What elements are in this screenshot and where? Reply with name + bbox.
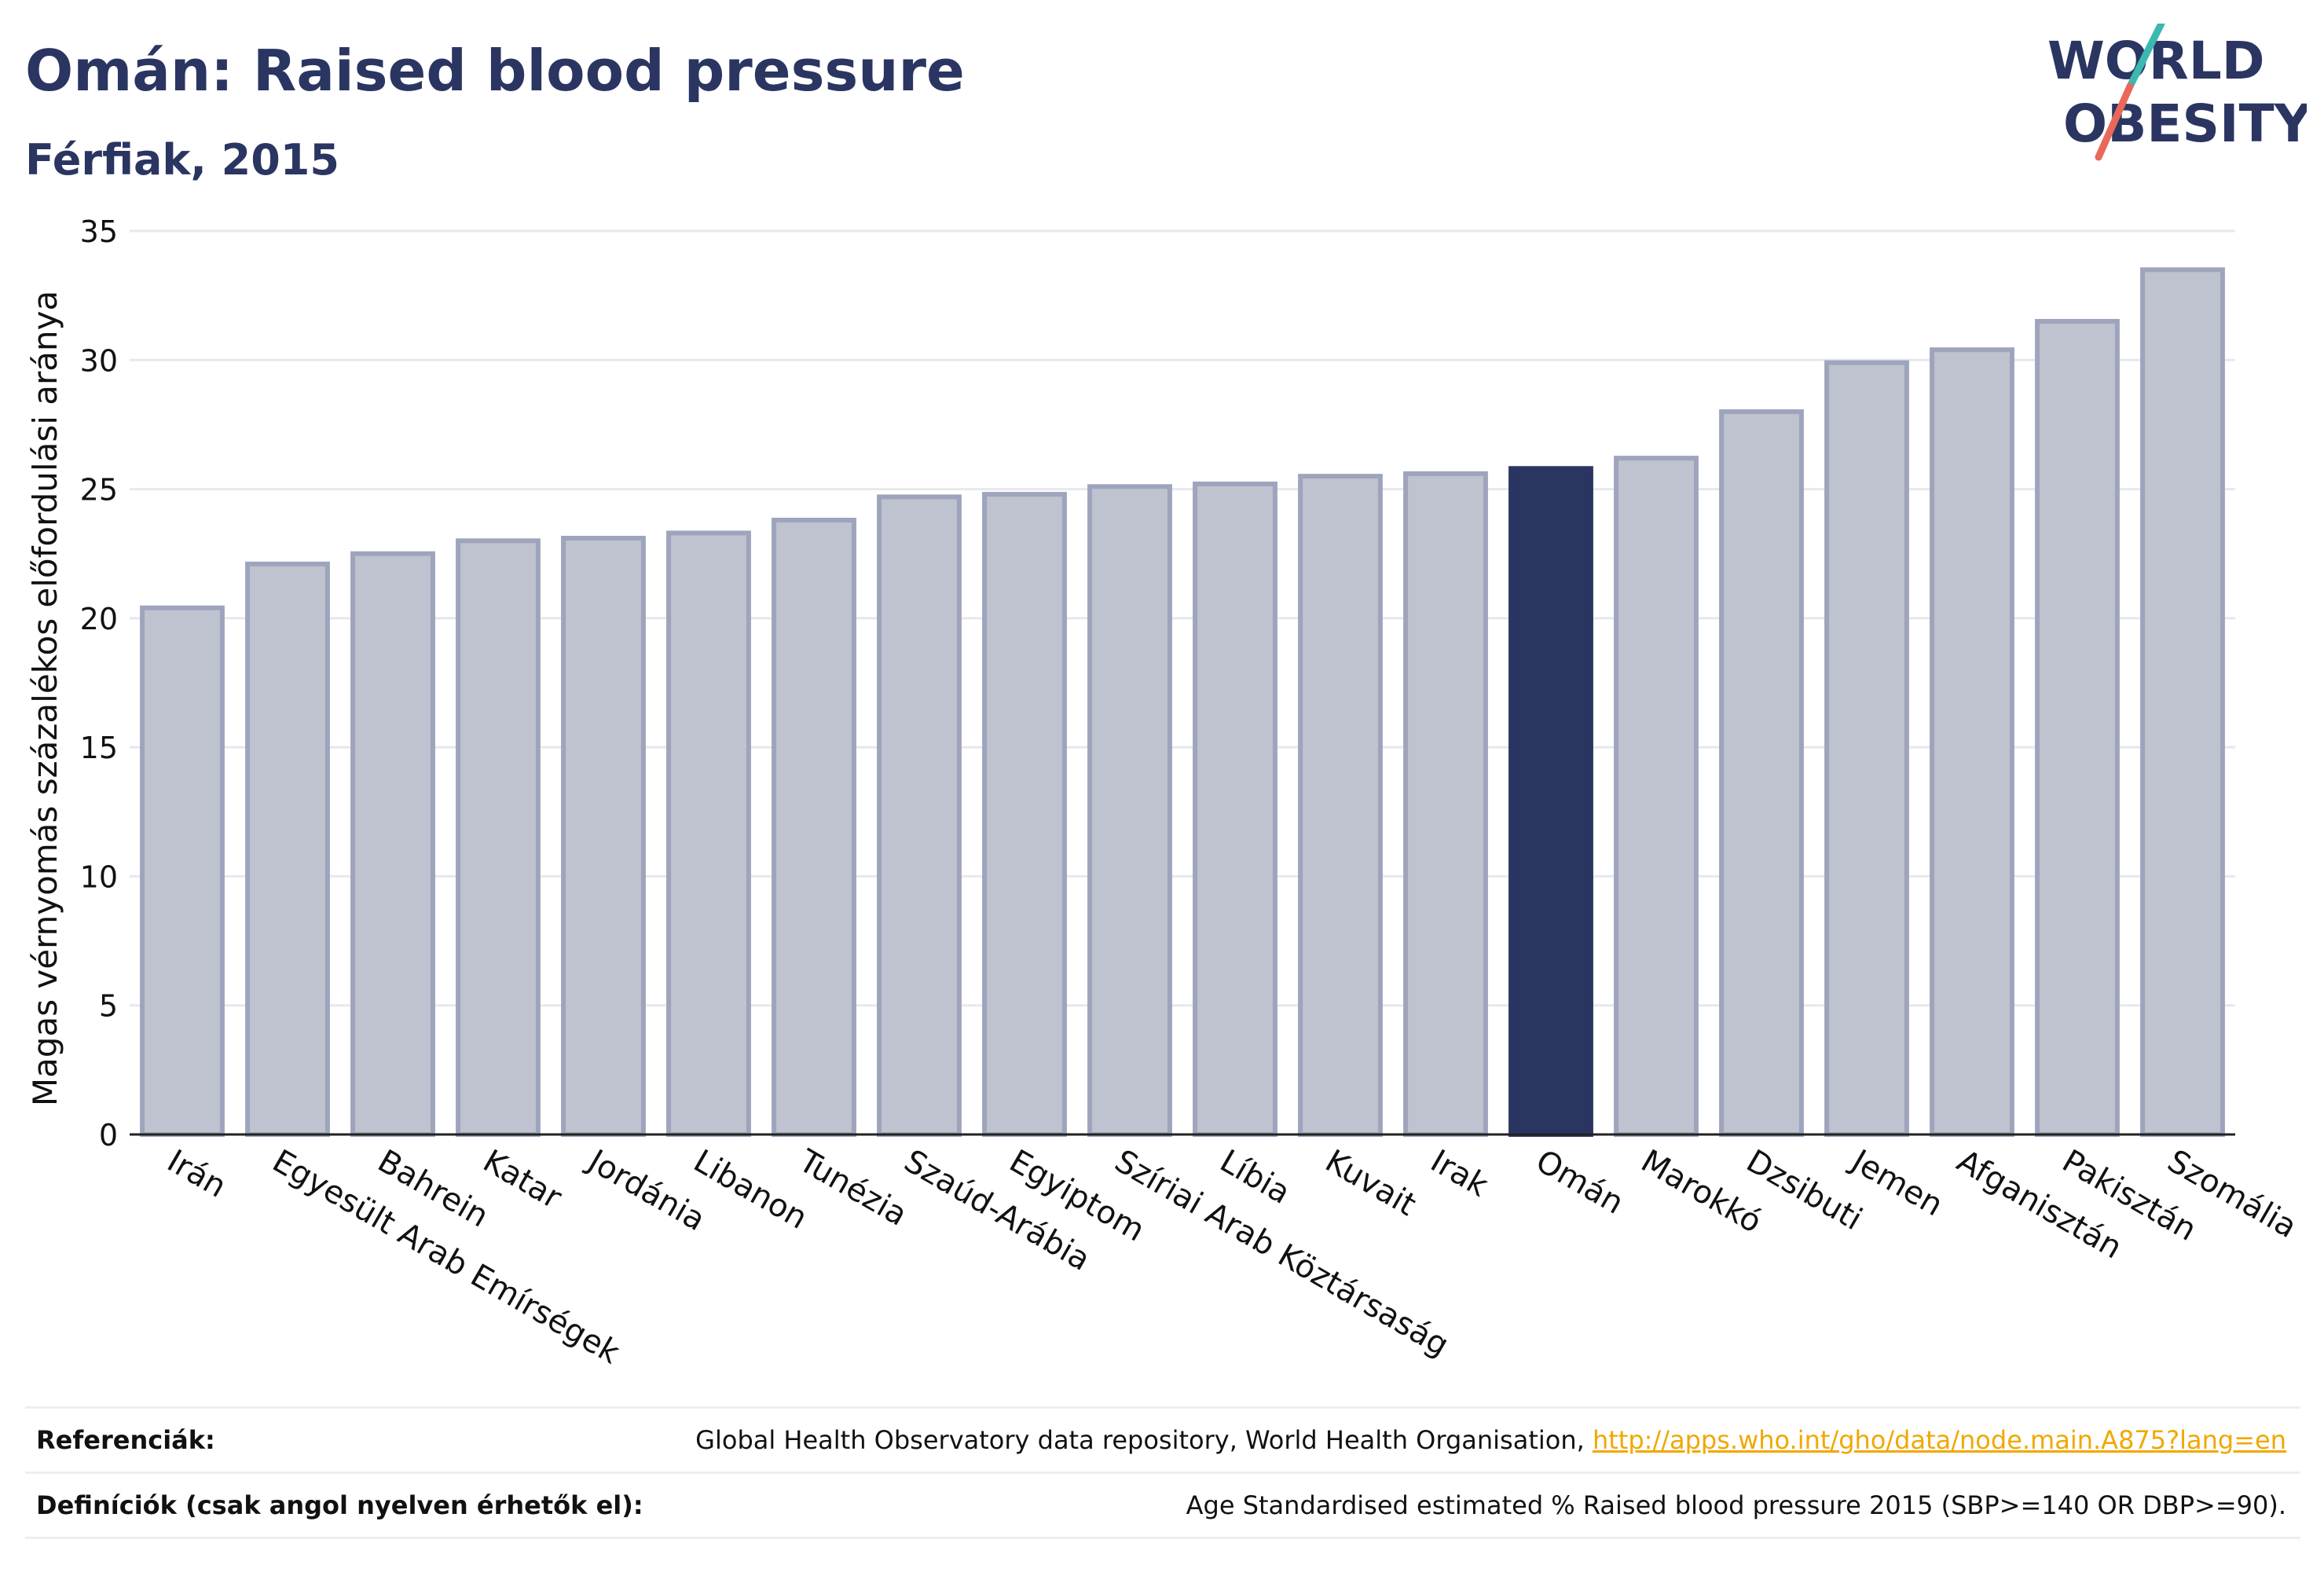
bar xyxy=(2035,319,2120,1137)
bar-chart: 0 5 10 15 20 25 30 35 Irán Egyesült Arab Emírség… xyxy=(26,214,2303,1372)
bar xyxy=(1193,482,1277,1137)
definitions-value: Age Standardised estimated % Raised bloo… xyxy=(1186,1490,2286,1520)
bar xyxy=(1719,409,1804,1137)
definitions-label: Definíciók (csak angol nyelven érhetők e… xyxy=(36,1490,643,1520)
world-obesity-logo: WORLD OBESITY xyxy=(2047,24,2307,161)
chart-subtitle: Férfiak, 2015 xyxy=(25,135,339,185)
y-tick-labels: 0 5 10 15 20 25 30 35 xyxy=(80,214,118,1153)
y-tick-label: 0 xyxy=(99,1118,118,1153)
x-tick-label: Dzsibuti xyxy=(1740,1143,1868,1237)
references-label: Referenciák: xyxy=(36,1425,215,1455)
bar xyxy=(982,492,1067,1137)
y-tick-label: 5 xyxy=(99,989,118,1024)
references-row: Referenciák: Global Health Observatory d… xyxy=(25,1406,2300,1472)
y-tick-label: 10 xyxy=(80,859,118,894)
bar xyxy=(1298,474,1383,1137)
bar xyxy=(877,494,962,1137)
chart-title: Omán: Raised blood pressure xyxy=(25,38,965,104)
x-tick-label: Tunézia xyxy=(792,1142,913,1233)
references-table: Referenciák: Global Health Observatory d… xyxy=(25,1406,2300,1539)
logo-slash-coral xyxy=(2095,82,2134,161)
x-tick-label: Marokkó xyxy=(1635,1143,1768,1241)
grid-lines xyxy=(130,229,2235,1007)
y-tick-label: 15 xyxy=(80,731,118,765)
references-value: Global Health Observatory data repositor… xyxy=(695,1425,2300,1455)
x-tick-label: Irán xyxy=(161,1143,233,1205)
bar xyxy=(2140,267,2225,1137)
y-tick-label: 35 xyxy=(80,214,118,249)
logo-slash-teal xyxy=(2126,24,2165,90)
bar xyxy=(1087,484,1172,1137)
bar xyxy=(1403,471,1488,1137)
bar xyxy=(666,530,751,1137)
x-tick-label: Jordánia xyxy=(580,1142,711,1238)
y-axis-label: Magas vérnyomás százalékos előfordulási … xyxy=(26,291,64,1106)
bar xyxy=(350,551,435,1137)
bars xyxy=(140,267,2225,1138)
bar xyxy=(1614,456,1699,1137)
y-tick-label: 30 xyxy=(80,343,118,378)
bar xyxy=(245,561,330,1137)
y-tick-label: 25 xyxy=(80,473,118,508)
x-tick-label: Irak xyxy=(1424,1143,1494,1204)
x-tick-label: Libanon xyxy=(687,1143,813,1237)
references-text: Global Health Observatory data repositor… xyxy=(695,1425,1593,1455)
definitions-row: Definíciók (csak angol nyelven érhetők e… xyxy=(25,1472,2300,1539)
references-link[interactable]: http://apps.who.int/gho/data/node.main.A… xyxy=(1592,1425,2286,1455)
bar xyxy=(1824,360,1909,1138)
bar xyxy=(772,518,856,1137)
bar-highlight xyxy=(1508,466,1593,1137)
bar xyxy=(140,605,225,1137)
bar xyxy=(456,538,541,1137)
x-tick-label: Omán xyxy=(1530,1143,1629,1222)
x-tick-label: Kuvait xyxy=(1319,1143,1422,1223)
y-tick-label: 20 xyxy=(80,602,118,636)
bar xyxy=(561,536,646,1137)
bar xyxy=(1930,347,2014,1137)
